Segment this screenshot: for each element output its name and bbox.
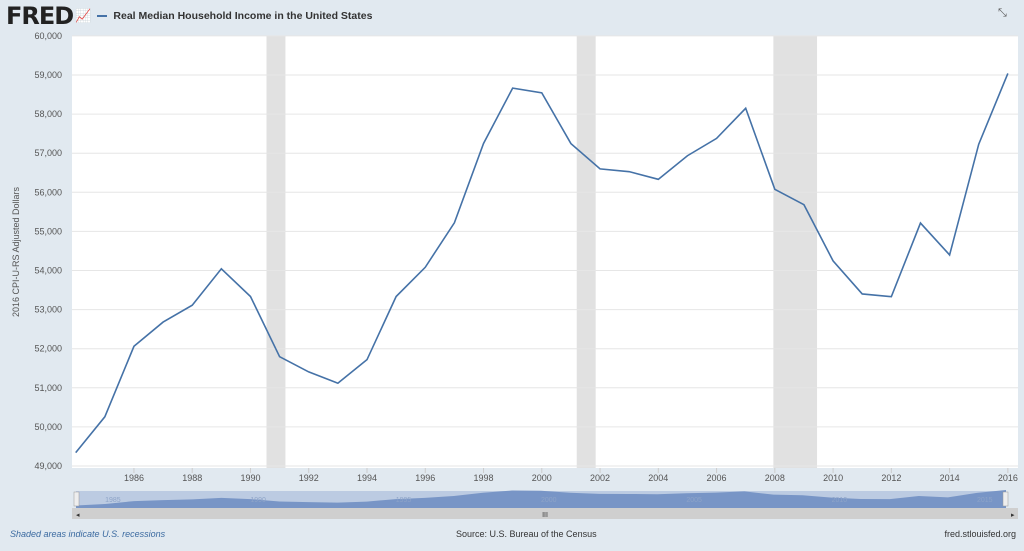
x-tick-label: 2014: [940, 473, 960, 483]
navigator[interactable]: 1985 1990 1995 2000 2005 2010 2015 ◂ ▸ III: [72, 489, 1018, 519]
y-tick-label: 55,000: [34, 226, 62, 236]
y-tick-label: 56,000: [34, 187, 62, 197]
fred-logo[interactable]: FRED: [6, 2, 74, 30]
x-tick-label: 1998: [474, 473, 494, 483]
navigator-label: 1995: [396, 497, 412, 504]
y-tick-label: 54,000: [34, 266, 62, 276]
y-tick-label: 59,000: [34, 70, 62, 80]
navigator-label: 2000: [541, 497, 557, 504]
y-tick-label: 49,000: [34, 461, 62, 471]
navigator-label: 1985: [105, 497, 121, 504]
recession-band: [266, 36, 286, 468]
source-text: Source: U.S. Bureau of the Census: [456, 529, 597, 539]
scroll-left-arrow[interactable]: ◂: [76, 512, 80, 519]
navigator-area: [76, 489, 1006, 508]
navigator-label: 2010: [832, 497, 848, 504]
series-line: [75, 73, 1009, 454]
site-link[interactable]: fred.stlouisfed.org: [944, 529, 1016, 539]
navigator-label: 2015: [977, 497, 993, 504]
navigator-label: 2005: [686, 497, 702, 504]
recession-band: [576, 36, 596, 468]
x-tick-label: 1994: [357, 473, 377, 483]
x-tick-label: 2012: [881, 473, 901, 483]
scrollbar[interactable]: [72, 508, 1018, 519]
navigator-handle-left[interactable]: [73, 491, 80, 507]
recession-band: [773, 36, 818, 468]
x-tick-label: 1986: [124, 473, 144, 483]
chart-title: Real Median Household Income in the Unit…: [113, 10, 373, 22]
header: FRED 📈 Real Median Household Income in t…: [6, 2, 373, 30]
plot-area: [72, 36, 1018, 468]
y-axis-label: 2016 CPI-U-RS Adjusted Dollars: [11, 186, 21, 317]
recession-note: Shaded areas indicate U.S. recessions: [10, 529, 166, 539]
navigator-label: 1990: [250, 497, 266, 504]
y-tick-label: 50,000: [34, 422, 62, 432]
x-tick-label: 2002: [590, 473, 610, 483]
y-tick-label: 57,000: [34, 148, 62, 158]
y-tick-label: 58,000: [34, 109, 62, 119]
y-tick-label: 52,000: [34, 344, 62, 354]
legend-line-icon: [97, 15, 108, 17]
chart-logo-icon: 📈: [75, 8, 92, 23]
y-tick-label: 51,000: [34, 383, 62, 393]
x-tick-label: 2000: [532, 473, 552, 483]
scroll-right-arrow[interactable]: ▸: [1011, 512, 1015, 519]
x-tick-label: 2004: [648, 473, 668, 483]
x-tick-label: 1992: [299, 473, 319, 483]
x-tick-label: 2008: [765, 473, 785, 483]
x-tick-label: 1996: [415, 473, 435, 483]
x-tick-label: 1990: [240, 473, 260, 483]
x-tick-label: 2010: [823, 473, 843, 483]
y-tick-label: 60,000: [34, 31, 62, 41]
navigator-handle-right[interactable]: [1002, 491, 1009, 507]
scroll-grip[interactable]: III: [542, 512, 548, 519]
y-tick-label: 53,000: [34, 305, 62, 315]
x-tick-label: 1988: [182, 473, 202, 483]
x-tick-label: 2006: [707, 473, 727, 483]
collapse-arrows-icon[interactable]: ⤡: [998, 7, 1007, 19]
x-tick-label: 2016: [998, 473, 1018, 483]
